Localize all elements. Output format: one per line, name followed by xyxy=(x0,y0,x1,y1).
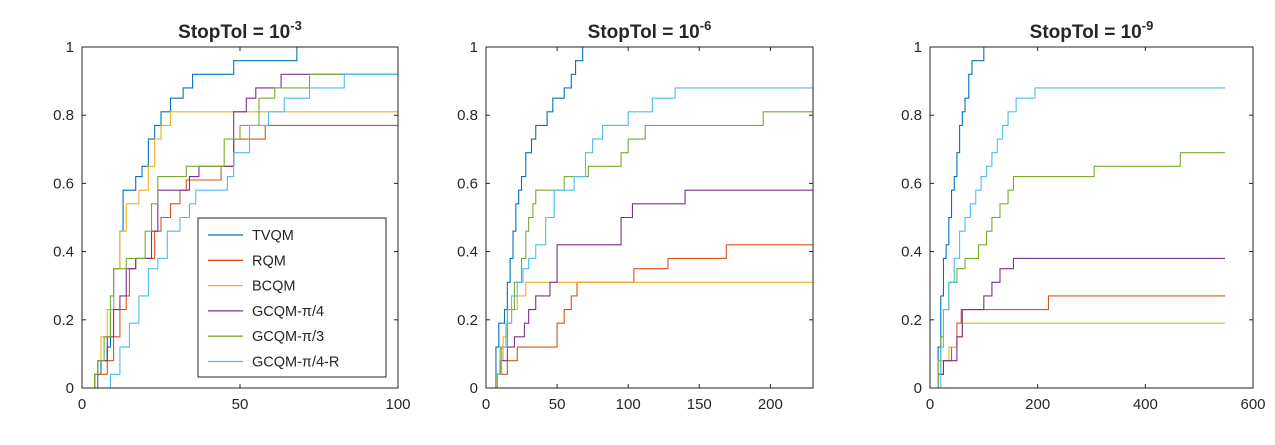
legend-label: GCQM-π/4 xyxy=(252,304,324,320)
chart-title-exponent: -9 xyxy=(1142,18,1154,33)
series-line-tvqm xyxy=(935,46,1226,389)
chart-panel-stoptol-1e-9: 0 200 400 600 0 0.2 0.4 0.6 0.8 1 StopTol = 10-9 xyxy=(901,18,1265,413)
y-tick-label: 0.6 xyxy=(457,175,478,192)
series-line-gcqm-pi4-r xyxy=(935,87,1226,389)
series-line-rqm xyxy=(91,124,398,389)
y-tick-label: 0.8 xyxy=(53,107,74,124)
chart-title: StopTol = 10-9 xyxy=(1030,18,1154,43)
legend-box xyxy=(197,217,387,378)
chart-title-main: StopTol = 10 xyxy=(1030,22,1142,43)
series-line-gcqm-pi3 xyxy=(493,111,813,389)
series-group xyxy=(935,46,1226,389)
series-line-tvqm xyxy=(493,46,813,389)
series-group xyxy=(91,46,398,389)
chart-title-main: StopTol = 10 xyxy=(178,22,290,43)
series-line-gcqm-pi4 xyxy=(493,189,813,389)
chart-panel-stoptol-1e-6: 0 50 100 150 200 0 0.2 0.4 0.6 0.8 1 StopTol = 10-6 xyxy=(457,18,814,413)
series-group xyxy=(493,46,813,389)
chart-title: StopTol = 10-3 xyxy=(178,18,302,43)
axes-frame xyxy=(485,46,814,389)
y-tick-label: 0 xyxy=(66,380,74,397)
y-tick-label: 0.2 xyxy=(53,312,74,329)
series-line-gcqm-pi3 xyxy=(935,152,1226,389)
y-tick-label: 0.2 xyxy=(457,312,478,329)
x-tick-label: 600 xyxy=(1240,396,1265,413)
axes-group: 0 50 100 0 0.2 0.4 0.6 0.8 1 xyxy=(53,39,410,413)
y-tick-label: 0.8 xyxy=(457,107,478,124)
chart-title: StopTol = 10-6 xyxy=(588,18,712,43)
x-tick-label: 50 xyxy=(232,396,249,413)
legend-label: GCQM-π/3 xyxy=(252,329,324,345)
x-tick-label: 0 xyxy=(482,396,490,413)
chart-title-exponent: -3 xyxy=(290,18,302,33)
x-tick-label: 150 xyxy=(687,396,712,413)
y-tick-label: 0 xyxy=(470,380,478,397)
x-tick-label: 100 xyxy=(616,396,641,413)
x-tick-label: 100 xyxy=(385,396,410,413)
y-tick-label: 1 xyxy=(66,39,74,56)
chart-panel-stoptol-1e-3: 0 50 100 0 0.2 0.4 0.6 0.8 1 StopTol = 10-3 TVQM RQ… xyxy=(53,18,410,413)
y-tick-label: 1 xyxy=(470,39,478,56)
axes-group: 0 50 100 150 200 0 0.2 0.4 0.6 0.8 1 xyxy=(457,39,814,413)
y-tick-label: 0.8 xyxy=(901,107,922,124)
legend: TVQM RQM BCQM GCQM-π/4 GCQM-π/3 GCQM-π/4-R xyxy=(197,217,387,378)
series-line-gcqm-pi3 xyxy=(91,73,398,389)
y-tick-label: 0 xyxy=(914,380,922,397)
series-line-gcqm-pi4-r xyxy=(107,73,398,389)
legend-label: GCQM-π/4-R xyxy=(252,355,339,371)
axes-group: 0 200 400 600 0 0.2 0.4 0.6 0.8 1 xyxy=(901,39,1265,413)
legend-label: RQM xyxy=(252,253,286,269)
x-tick-label: 400 xyxy=(1133,396,1158,413)
chart-title-exponent: -6 xyxy=(700,18,712,33)
y-tick-label: 0.4 xyxy=(53,244,74,261)
series-line-gcqm-pi4-r xyxy=(494,87,813,389)
x-tick-label: 200 xyxy=(1025,396,1050,413)
chart-title-main: StopTol = 10 xyxy=(588,22,700,43)
series-line-gcqm-pi4 xyxy=(935,257,1226,389)
y-tick-label: 0.6 xyxy=(53,175,74,192)
legend-label: BCQM xyxy=(252,279,296,295)
series-line-rqm xyxy=(494,244,813,389)
legend-label: TVQM xyxy=(252,228,294,244)
y-tick-label: 0.6 xyxy=(901,175,922,192)
x-tick-label: 0 xyxy=(78,396,86,413)
axes-frame xyxy=(929,46,1254,389)
y-tick-label: 1 xyxy=(914,39,922,56)
series-line-bcqm xyxy=(935,322,1226,389)
y-tick-label: 0.4 xyxy=(457,244,478,261)
x-tick-label: 50 xyxy=(549,396,566,413)
series-line-gcqm-pi4 xyxy=(91,73,398,389)
x-tick-label: 200 xyxy=(758,396,783,413)
series-line-bcqm xyxy=(493,281,813,389)
y-tick-label: 0.2 xyxy=(901,312,922,329)
y-tick-label: 0.4 xyxy=(901,244,922,261)
x-tick-label: 0 xyxy=(926,396,934,413)
